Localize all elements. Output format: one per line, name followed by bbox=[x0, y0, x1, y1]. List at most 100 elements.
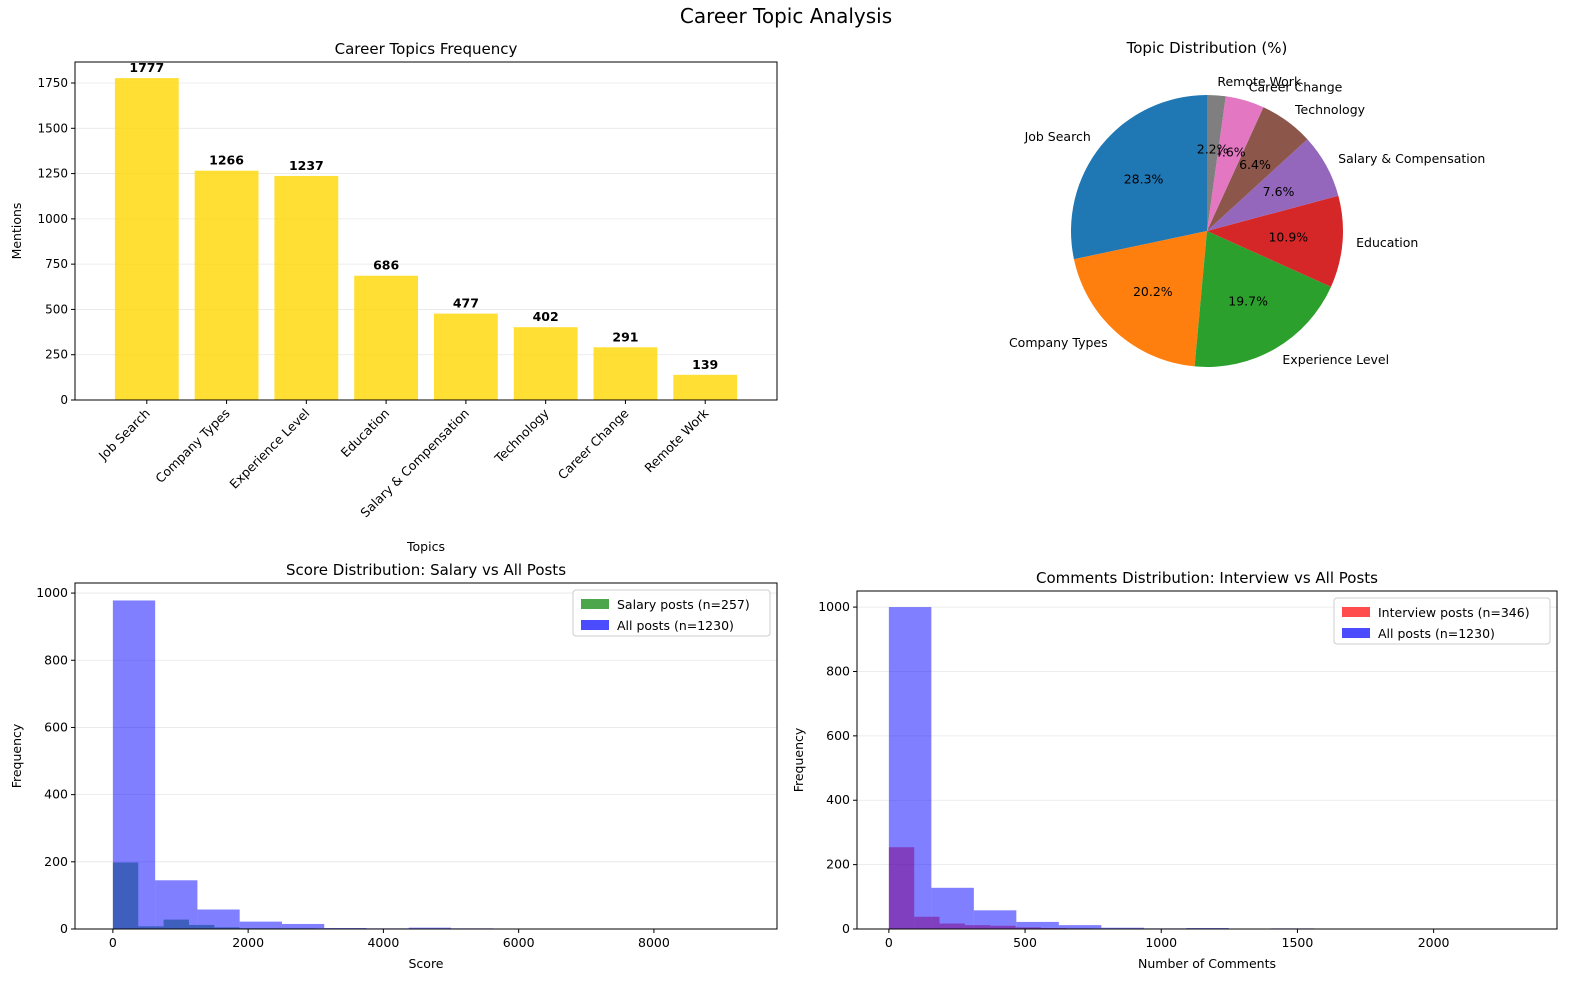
bar-ylabel: Mentions bbox=[9, 203, 24, 260]
score-hist-bar-1 bbox=[281, 923, 325, 929]
score-xtick-label: 8000 bbox=[638, 935, 670, 950]
score-ytick-label: 600 bbox=[44, 719, 68, 734]
bar-value-label: 402 bbox=[533, 309, 559, 324]
score-xtick-label: 4000 bbox=[367, 935, 399, 950]
bar-xtick-label: Company Types bbox=[152, 406, 232, 486]
score-hist-bar-1 bbox=[408, 927, 452, 929]
bar bbox=[354, 275, 419, 400]
comments-hist-bar-1 bbox=[888, 607, 932, 929]
bar-ytick-label: 1000 bbox=[37, 212, 68, 226]
score-xlabel: Score bbox=[408, 956, 443, 971]
bar-xtick-label: Technology bbox=[491, 405, 552, 466]
bar-xtick-label: Education bbox=[338, 406, 393, 461]
bar bbox=[274, 175, 339, 400]
score-ytick-label: 800 bbox=[44, 652, 68, 667]
score-title: Score Distribution: Salary vs All Posts bbox=[286, 561, 566, 579]
score-ytick-label: 0 bbox=[60, 921, 68, 936]
comments-hist-bar-1 bbox=[931, 887, 974, 929]
score-ytick-label: 200 bbox=[44, 854, 68, 869]
comments-legend-label: All posts (n=1230) bbox=[1378, 626, 1495, 641]
pie-label: Education bbox=[1356, 235, 1418, 250]
pie-pct-label: 10.9% bbox=[1268, 230, 1308, 245]
bar bbox=[673, 374, 738, 400]
pie-label: Salary & Compensation bbox=[1338, 151, 1485, 166]
bar bbox=[593, 347, 658, 400]
pie-slice bbox=[1207, 139, 1339, 231]
bar-ytick-label: 0 bbox=[60, 393, 68, 407]
score-ytick-label: 1000 bbox=[36, 585, 68, 600]
pie-pct-label: 6.4% bbox=[1239, 157, 1271, 172]
comments-legend-swatch bbox=[1342, 628, 1370, 638]
bar-ytick-label: 250 bbox=[45, 348, 68, 362]
bar bbox=[194, 170, 259, 400]
pie-label: Technology bbox=[1294, 102, 1366, 117]
pie-label: Career Change bbox=[1249, 79, 1343, 94]
pie-pct-label: 2.2% bbox=[1197, 142, 1229, 157]
comments-legend-label: Interview posts (n=346) bbox=[1378, 605, 1530, 620]
bar-value-label: 1777 bbox=[129, 60, 164, 75]
pie-label: Company Types bbox=[1009, 335, 1108, 350]
pie-pct-label: 19.7% bbox=[1228, 293, 1268, 308]
pie-label: Job Search bbox=[1024, 129, 1091, 144]
score-legend-box bbox=[572, 589, 771, 637]
bar-value-label: 139 bbox=[692, 357, 718, 372]
bar-title: Career Topics Frequency bbox=[335, 40, 518, 58]
bar-ytick-label: 750 bbox=[45, 257, 68, 271]
comments-ytick-label: 200 bbox=[826, 857, 850, 872]
score-xtick-label: 6000 bbox=[503, 935, 535, 950]
score-xtick-label: 2000 bbox=[232, 935, 264, 950]
comments-hist-bar-1 bbox=[973, 910, 1017, 929]
score-hist-bar-1 bbox=[324, 927, 367, 929]
pie-pct-label: 7.6% bbox=[1263, 184, 1295, 199]
score-axes-frame bbox=[74, 582, 778, 930]
bar-ytick-label: 1250 bbox=[37, 167, 68, 181]
comments-xtick-label: 2000 bbox=[1418, 935, 1450, 950]
bar-xtick-label: Experience Level bbox=[226, 406, 312, 492]
score-legend-swatch bbox=[581, 599, 609, 609]
score-hist-bar-1 bbox=[197, 909, 240, 929]
score-xtick-label: 0 bbox=[109, 935, 117, 950]
comments-ylabel: Frequency bbox=[791, 727, 806, 792]
bar-value-label: 686 bbox=[373, 258, 399, 273]
bar-value-label: 1237 bbox=[289, 158, 324, 173]
score-hist-bar-1 bbox=[112, 600, 156, 929]
pie-pct-label: 20.2% bbox=[1133, 284, 1173, 299]
score-hist-bar-1 bbox=[239, 921, 282, 929]
score-hist-bar-1 bbox=[155, 880, 198, 929]
pie-slice bbox=[1073, 231, 1207, 367]
bar-value-label: 1266 bbox=[209, 153, 244, 168]
pie-label: Experience Level bbox=[1282, 352, 1389, 367]
bar-ytick-label: 1500 bbox=[37, 121, 68, 135]
bar bbox=[433, 313, 498, 400]
pie-slice bbox=[1071, 95, 1207, 260]
score-ylabel: Frequency bbox=[9, 723, 24, 788]
bar-xtick-label: Career Change bbox=[555, 405, 632, 482]
pie-slice bbox=[1194, 231, 1332, 368]
score-ytick-label: 400 bbox=[44, 787, 68, 802]
comments-hist-bar-1 bbox=[1058, 925, 1102, 929]
pie-slice bbox=[1207, 195, 1343, 287]
pie-pct-label: 4.6% bbox=[1214, 145, 1246, 160]
bar-value-label: 291 bbox=[612, 329, 638, 344]
comments-xtick-label: 500 bbox=[1013, 935, 1037, 950]
comments-ytick-label: 1000 bbox=[818, 599, 850, 614]
bar-xtick-label: Job Search bbox=[95, 406, 153, 464]
bar bbox=[114, 78, 179, 400]
comments-axes-frame bbox=[856, 590, 1558, 930]
pie-slice bbox=[1207, 95, 1226, 231]
comments-hist-bar-1 bbox=[1101, 927, 1144, 929]
score-legend-label: Salary posts (n=257) bbox=[617, 597, 750, 612]
comments-title: Comments Distribution: Interview vs All … bbox=[1036, 569, 1378, 587]
comments-ytick-label: 0 bbox=[842, 921, 850, 936]
pie-label: Remote Work bbox=[1217, 74, 1302, 89]
comments-ytick-label: 600 bbox=[826, 728, 850, 743]
comments-xtick-label: 1000 bbox=[1145, 935, 1177, 950]
comments-ytick-label: 800 bbox=[826, 663, 850, 678]
bar-ytick-label: 1750 bbox=[37, 76, 68, 90]
bar-ytick-label: 500 bbox=[45, 302, 68, 316]
comments-legend-swatch bbox=[1342, 607, 1370, 617]
comments-ytick-label: 400 bbox=[826, 792, 850, 807]
score-legend-label: All posts (n=1230) bbox=[617, 618, 734, 633]
comments-xtick-label: 1500 bbox=[1282, 935, 1314, 950]
pie-slice bbox=[1207, 107, 1308, 231]
